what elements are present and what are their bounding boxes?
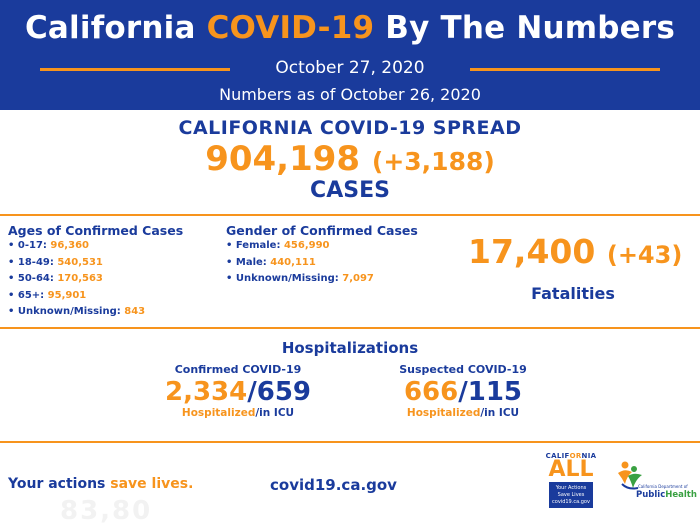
confirmed-hospitalizations: Confirmed COVID-19 2,334/659 Hospitalize… xyxy=(143,363,333,419)
ages-title: Ages of Confirmed Cases xyxy=(8,223,184,238)
ages-list: • 0-17: 96,360 • 18-49: 540,531 • 50-64:… xyxy=(8,238,145,321)
cdph-logo: California Department of PublicHealth xyxy=(616,458,697,514)
suspected-hospitalizations: Suspected COVID-19 666/115 Hospitalized/… xyxy=(368,363,558,419)
confirmed-subtitle: Confirmed COVID-19 xyxy=(174,363,302,376)
hospitalizations-title: Hospitalizations xyxy=(281,339,419,357)
header-divider-right xyxy=(470,68,660,71)
list-item: • Unknown/Missing: 843 xyxy=(8,306,146,317)
page-title: California COVID-19 By The Numbers xyxy=(24,10,676,46)
confirmed-caption: Hospitalized/in ICU xyxy=(181,407,295,419)
cases-count: 904,198 xyxy=(205,139,361,179)
suspected-figures: 666/115 xyxy=(403,377,523,407)
suspected-subtitle: Suspected COVID-19 xyxy=(399,363,527,376)
gender-title: Gender of Confirmed Cases xyxy=(226,223,418,238)
cases-label: CASES xyxy=(310,178,390,203)
total-cases: 904,198 (+3,188) xyxy=(0,139,700,179)
suspected-caption: Hospitalized/in ICU xyxy=(406,407,520,419)
section-divider xyxy=(0,441,700,443)
confirmed-figures: 2,334/659 xyxy=(164,377,312,407)
list-item: • 50-64: 170,563 xyxy=(8,273,103,284)
list-item: • 65+: 95,901 xyxy=(8,289,87,301)
fatalities-label: Fatalities xyxy=(531,284,615,303)
list-item: • Male: 440,111 xyxy=(226,256,316,268)
footer-tagline: Your actions save lives. xyxy=(8,476,194,492)
section-divider xyxy=(0,214,700,216)
list-item: • Female: 456,990 xyxy=(226,240,330,251)
fatalities-delta: (+43) xyxy=(606,241,683,269)
list-item: • 0-17: 96,360 xyxy=(8,240,89,251)
gender-list: • Female: 456,990 • Male: 440,111 • Unkn… xyxy=(226,238,374,288)
data-as-of: Numbers as of October 26, 2020 xyxy=(219,85,481,104)
faded-background-text: 83,80 xyxy=(60,496,153,526)
website-link[interactable]: covid19.ca.gov xyxy=(270,476,397,494)
cases-delta: (+3,188) xyxy=(371,147,495,176)
public-health-figure-icon xyxy=(618,461,642,490)
fatalities-count: 17,400 (+43) xyxy=(468,232,683,271)
report-date: October 27, 2020 xyxy=(275,58,425,78)
california-all-logo: CALIFORNIA ALL Your Actions Save Lives c… xyxy=(542,452,600,514)
header-divider-left xyxy=(40,68,230,71)
list-item: • 18-49: 540,531 xyxy=(8,256,103,268)
spread-title: CALIFORNIA COVID-19 SPREAD xyxy=(178,117,522,139)
list-item: • Unknown/Missing: 7,097 xyxy=(226,273,374,284)
header-banner: California COVID-19 By The Numbers Octob… xyxy=(0,0,700,110)
section-divider xyxy=(0,327,700,329)
